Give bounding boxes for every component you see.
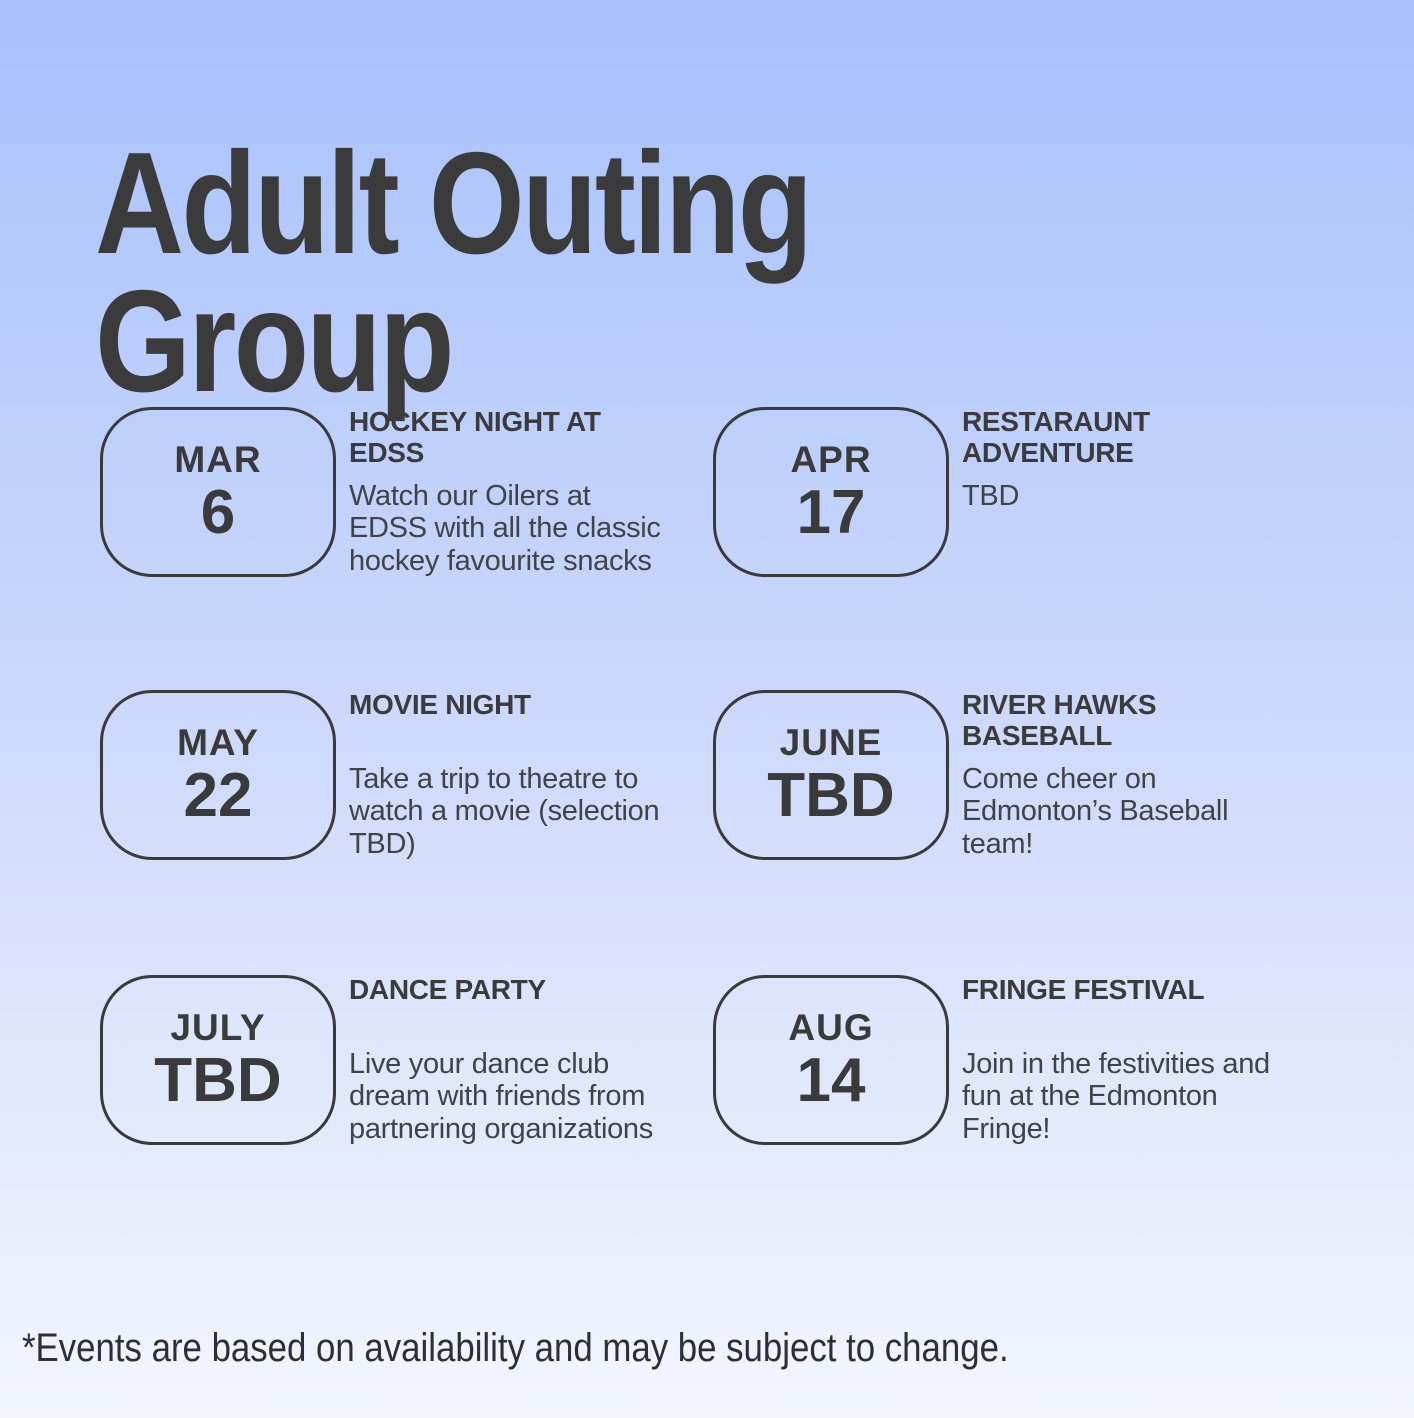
event-text: DANCE PARTY Live your dance club dream w…: [349, 974, 669, 1145]
event-description: Join in the festivities and fun at the E…: [962, 1048, 1270, 1145]
event-card-river-hawks-baseball: JUNE TBD RIVER HAWKS BASEBALL Come cheer…: [713, 689, 1282, 860]
event-day: 22: [183, 760, 253, 830]
event-date-box: JULY TBD: [100, 975, 336, 1145]
event-month: JULY: [170, 1006, 266, 1048]
event-card-hockey-night: MAR 6 HOCKEY NIGHT AT EDSS Watch our Oil…: [100, 406, 669, 577]
event-description: Live your dance club dream with friends …: [349, 1048, 653, 1145]
event-text: RESTARAUNT ADVENTURE TBD: [962, 406, 1282, 512]
event-month: JUNE: [779, 721, 883, 763]
event-month: MAY: [177, 721, 259, 763]
event-text: RIVER HAWKS BASEBALL Come cheer on Edmon…: [962, 689, 1282, 860]
event-card-dance-party: JULY TBD DANCE PARTY Live your dance clu…: [100, 974, 669, 1145]
event-description: Watch our Oilers at EDSS with all the cl…: [349, 480, 661, 577]
event-title: HOCKEY NIGHT AT EDSS: [349, 406, 601, 468]
event-title: RIVER HAWKS BASEBALL: [962, 689, 1157, 751]
event-month: MAR: [174, 438, 262, 480]
event-title: MOVIE NIGHT: [349, 689, 531, 720]
event-date-box: APR 17: [713, 407, 949, 577]
event-card-fringe-festival: AUG 14 FRINGE FESTIVAL Join in the festi…: [713, 974, 1282, 1145]
page-title-line1: Adult Outing: [95, 122, 813, 285]
event-description: Take a trip to theatre to watch a movie …: [349, 763, 660, 860]
event-description: Come cheer on Edmonton’s Baseball team!: [962, 763, 1229, 860]
event-card-restaurant-adventure: APR 17 RESTARAUNT ADVENTURE TBD: [713, 406, 1282, 577]
event-day: 6: [200, 477, 236, 547]
event-title: RESTARAUNT ADVENTURE: [962, 406, 1150, 468]
event-day: 14: [796, 1045, 866, 1115]
event-title: FRINGE FESTIVAL: [962, 974, 1205, 1005]
event-card-movie-night: MAY 22 MOVIE NIGHT Take a trip to theatr…: [100, 689, 669, 860]
event-day: TBD: [767, 760, 895, 830]
event-month: APR: [790, 438, 872, 480]
event-day: 17: [796, 477, 866, 547]
event-date-box: JUNE TBD: [713, 690, 949, 860]
page-title: Adult Outing Group: [95, 131, 813, 414]
event-month: AUG: [788, 1006, 874, 1048]
event-text: FRINGE FESTIVAL Join in the festivities …: [962, 974, 1282, 1145]
page-title-line2: Group: [95, 259, 454, 422]
footnote: *Events are based on availability and ma…: [22, 1326, 1009, 1370]
event-date-box: MAY 22: [100, 690, 336, 860]
event-date-box: MAR 6: [100, 407, 336, 577]
event-day: TBD: [154, 1045, 282, 1115]
event-title: DANCE PARTY: [349, 974, 546, 1005]
event-text: HOCKEY NIGHT AT EDSS Watch our Oilers at…: [349, 406, 669, 577]
event-description: TBD: [962, 480, 1020, 512]
event-date-box: AUG 14: [713, 975, 949, 1145]
event-text: MOVIE NIGHT Take a trip to theatre to wa…: [349, 689, 669, 860]
